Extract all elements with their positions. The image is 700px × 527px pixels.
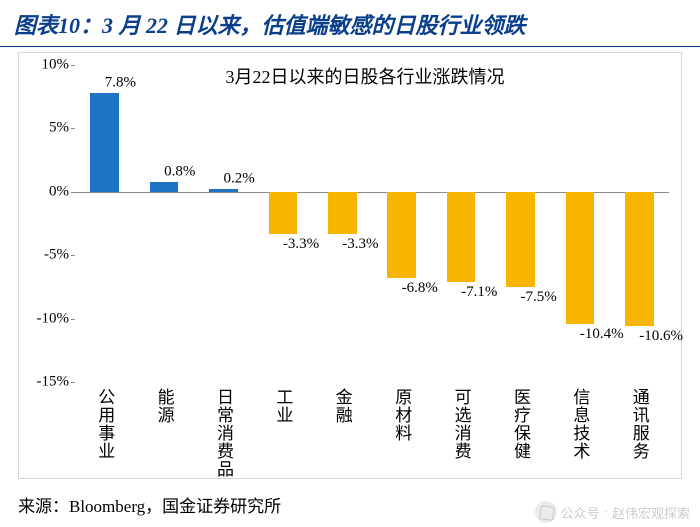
bar-value-label: -7.1% <box>461 284 497 301</box>
bar-value-label: -10.4% <box>580 326 624 343</box>
watermark-name: 赵伟宏观探索 <box>612 503 690 522</box>
chart-figure: 图表10：3 月 22 日以来，估值端敏感的日股行业领跌 3月22日以来的日股各… <box>0 0 700 527</box>
category-label: 医疗保健 <box>508 382 533 460</box>
category-label: 信息技术 <box>567 382 592 460</box>
category-label: 可选消费 <box>449 382 474 460</box>
bar <box>328 192 357 234</box>
category-label: 工业 <box>270 382 295 424</box>
y-axis-label: 10% <box>42 57 76 74</box>
bar <box>566 192 595 324</box>
category-label: 原材料 <box>389 382 414 442</box>
category-label: 公用事业 <box>92 382 117 460</box>
bar-value-label: -3.3% <box>342 236 378 253</box>
y-axis-label: -5% <box>44 247 75 264</box>
bar-value-label: -7.5% <box>521 289 557 306</box>
category-label: 金融 <box>330 382 355 424</box>
bar <box>625 192 654 326</box>
category-label: 日常消费品 <box>211 382 236 478</box>
y-axis-label: -10% <box>37 310 76 327</box>
y-axis-label: -15% <box>37 374 76 391</box>
bar <box>269 192 298 234</box>
source-text: 来源：Bloomberg，国金证券研究所 <box>18 492 281 517</box>
bar-value-label: 0.8% <box>164 163 195 180</box>
bar-value-label: 7.8% <box>105 74 136 91</box>
bar <box>387 192 416 278</box>
bar-value-label: -6.8% <box>402 280 438 297</box>
watermark: 公众号 · 赵伟宏观探索 <box>535 501 690 523</box>
plot-area: -15%-10%-5%0%5%10%7.8%公用事业0.8%能源0.2%日常消费… <box>75 65 669 382</box>
wechat-icon <box>535 501 557 523</box>
bar <box>447 192 476 282</box>
bar <box>209 189 238 192</box>
category-label: 能源 <box>152 382 177 424</box>
bar-value-label: -3.3% <box>283 236 319 253</box>
y-axis-label: 5% <box>49 120 75 137</box>
bar-value-label: 0.2% <box>224 171 255 188</box>
chart-container: 3月22日以来的日股各行业涨跌情况 -15%-10%-5%0%5%10%7.8%… <box>18 52 682 479</box>
bar-value-label: -10.6% <box>639 328 683 345</box>
y-axis-label: 0% <box>49 183 75 200</box>
watermark-sep: · <box>604 504 608 520</box>
bar <box>150 182 179 192</box>
bar <box>90 93 119 192</box>
figure-title: 图表10：3 月 22 日以来，估值端敏感的日股行业领跌 <box>0 0 700 47</box>
watermark-prefix: 公众号 <box>561 503 600 522</box>
bar <box>506 192 535 287</box>
category-label: 通讯服务 <box>627 382 652 460</box>
